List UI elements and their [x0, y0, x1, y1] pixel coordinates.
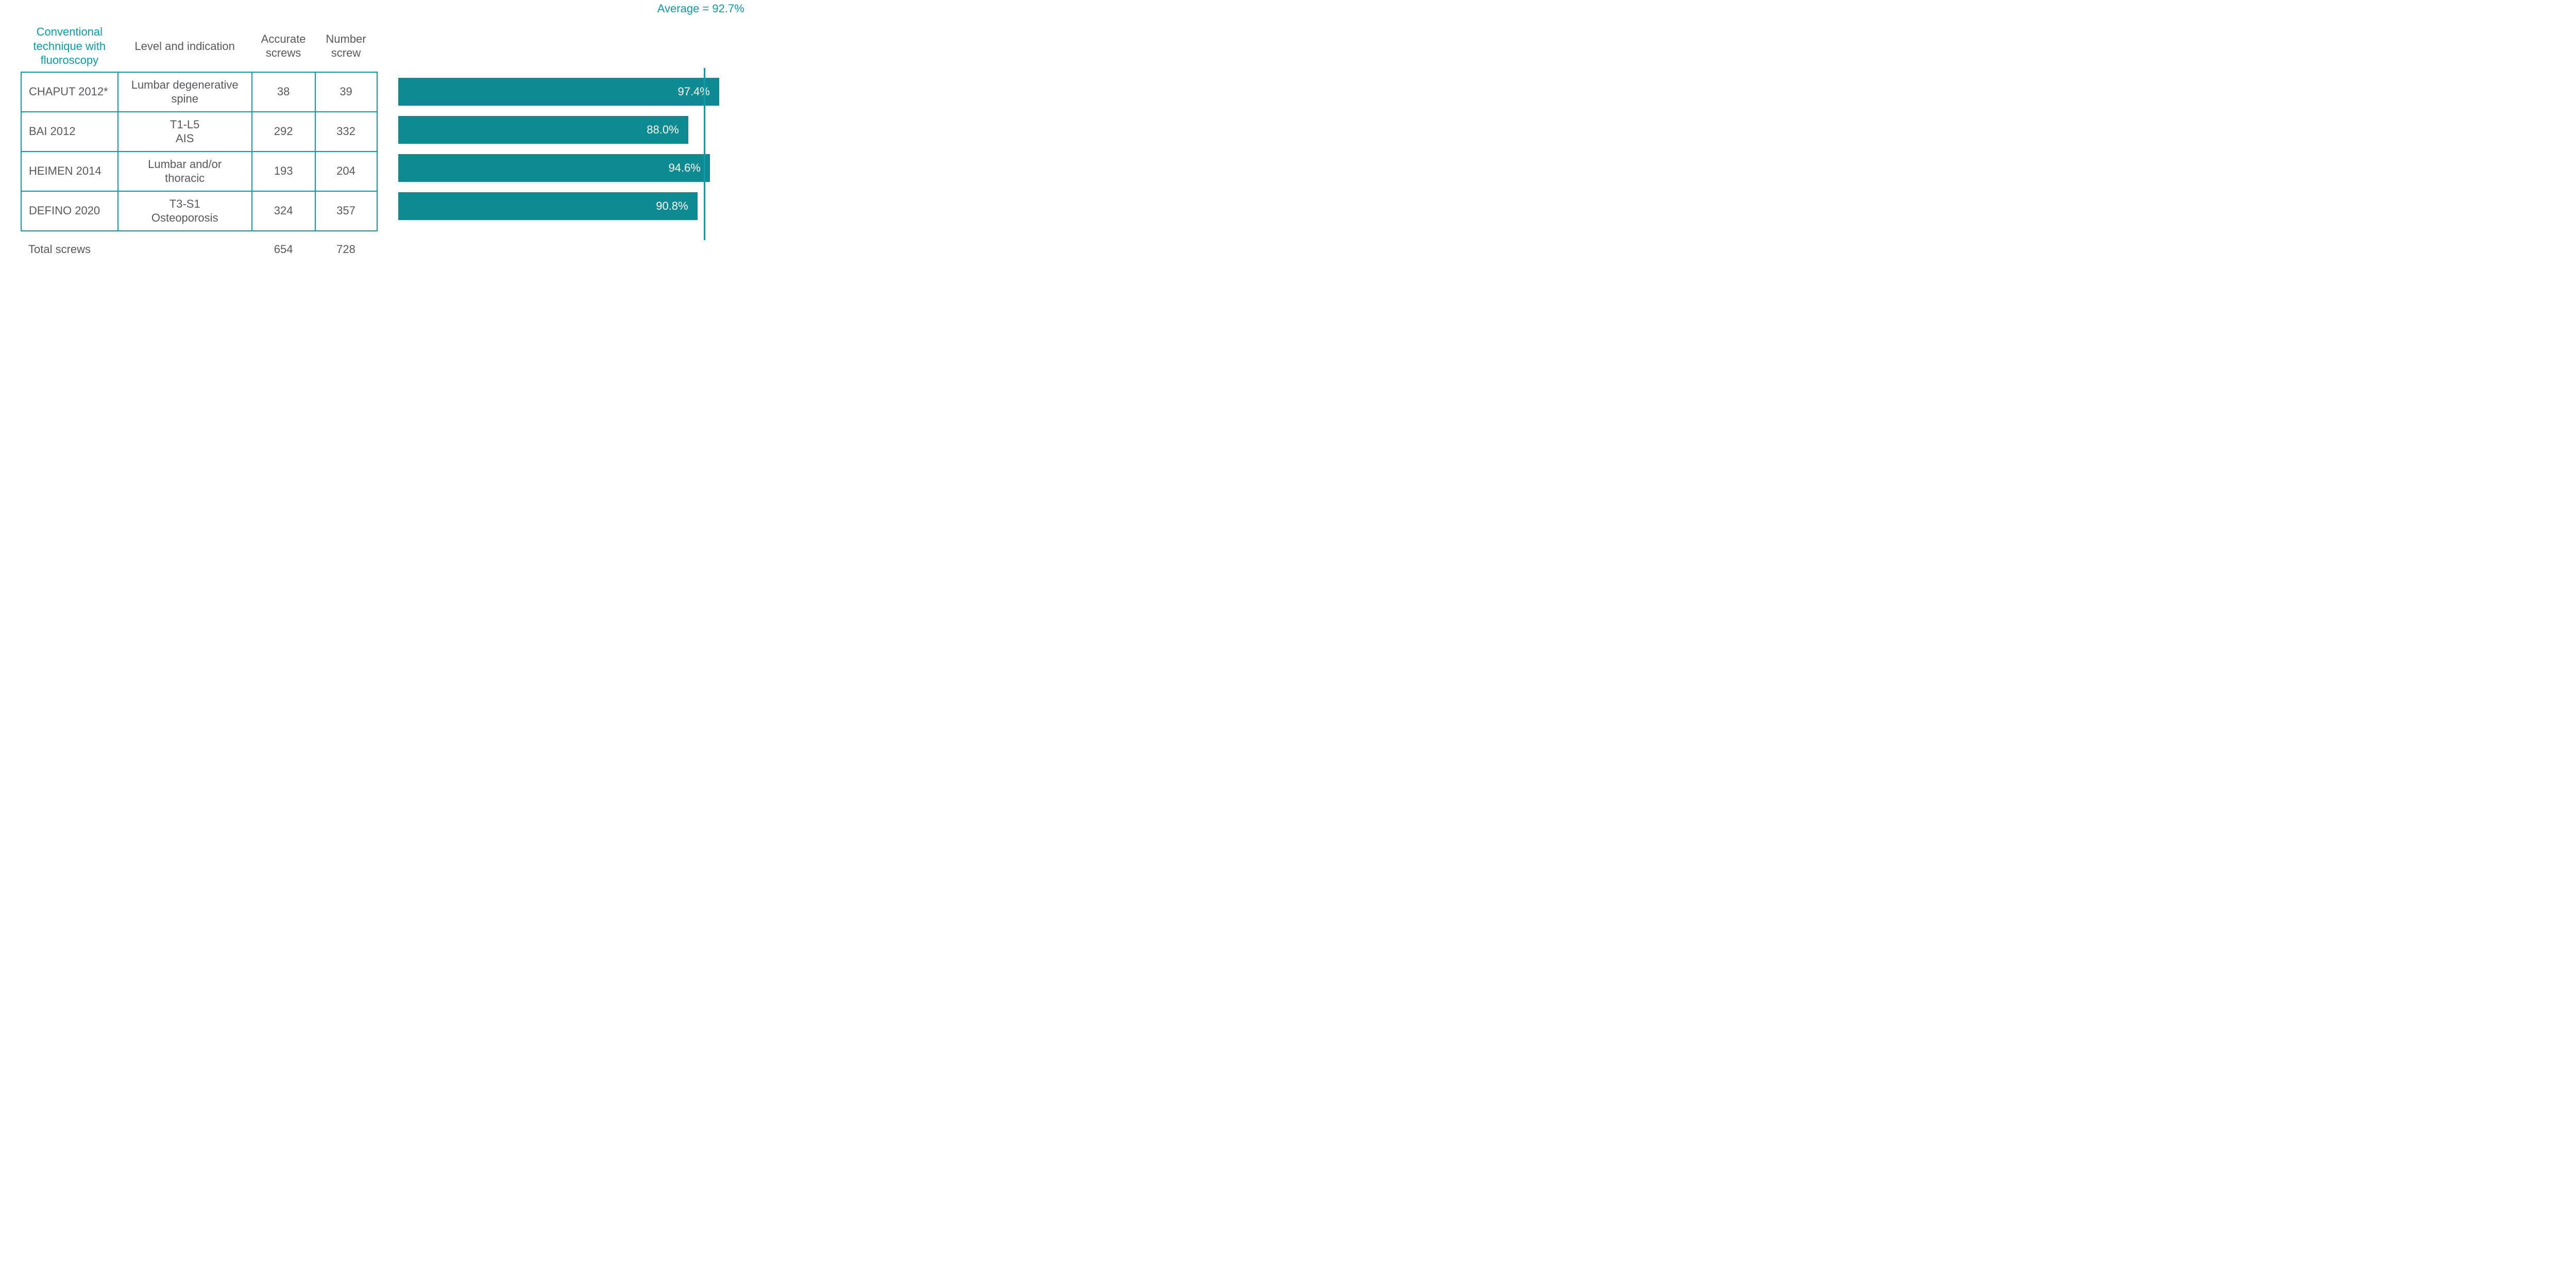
average-line [704, 68, 705, 240]
header-technique-l1: Conventional [37, 25, 103, 38]
header-number: Number screw [315, 21, 377, 72]
cell-study: CHAPUT 2012* [21, 72, 118, 112]
cell-number: 39 [315, 72, 377, 112]
total-spacer [118, 231, 252, 268]
header-number-l2: screw [331, 46, 361, 59]
bar-row: 90.8% [398, 188, 728, 225]
cell-indication: T1-L5AIS [118, 112, 252, 152]
header-technique-l2: technique with [33, 40, 106, 53]
cell-study: DEFINO 2020 [21, 191, 118, 231]
bar: 90.8% [398, 192, 698, 220]
table-row: BAI 2012T1-L5AIS292332 [21, 112, 377, 152]
cell-accurate: 38 [252, 72, 315, 112]
bar: 88.0% [398, 116, 688, 144]
table-row: HEIMEN 2014Lumbar and/or thoracic193204 [21, 152, 377, 191]
data-table: Conventional technique with fluoroscopy … [21, 21, 378, 268]
cell-study: HEIMEN 2014 [21, 152, 118, 191]
cell-number: 332 [315, 112, 377, 152]
cell-number: 357 [315, 191, 377, 231]
cell-study: BAI 2012 [21, 112, 118, 152]
cell-accurate: 292 [252, 112, 315, 152]
table-row: DEFINO 2020T3-S1Osteoporosis324357 [21, 191, 377, 231]
header-accurate-l2: screws [266, 46, 301, 59]
bar: 97.4% [398, 78, 719, 106]
header-accurate: Accurate screws [252, 21, 315, 72]
bar: 94.6% [398, 154, 710, 182]
header-number-l1: Number [326, 32, 366, 45]
table-total-row: Total screws 654728 [21, 231, 377, 268]
table-row: CHAPUT 2012*Lumbar degenerativespine3839 [21, 72, 377, 112]
cell-indication: T3-S1Osteoporosis [118, 191, 252, 231]
header-technique-l3: fluoroscopy [41, 54, 99, 66]
cell-number: 204 [315, 152, 377, 191]
bars-area: 97.4% 88.0% 94.6% 90.8% [398, 73, 728, 225]
bar-row: 88.0% [398, 111, 728, 148]
figure-container: Conventional technique with fluoroscopy … [21, 21, 2555, 268]
bar-chart: Average = 92.7% 97.4%88.0%94.6%90.8% [398, 21, 2556, 226]
total-number: 728 [315, 231, 377, 268]
total-label: Total screws [21, 231, 118, 268]
average-label: Average = 92.7% [657, 2, 744, 15]
header-accurate-l1: Accurate [261, 32, 306, 45]
cell-indication: Lumbar degenerativespine [118, 72, 252, 112]
cell-accurate: 324 [252, 191, 315, 231]
total-accurate: 654 [252, 231, 315, 268]
cell-accurate: 193 [252, 152, 315, 191]
table-body: CHAPUT 2012*Lumbar degenerativespine3839… [21, 72, 377, 268]
header-technique: Conventional technique with fluoroscopy [21, 21, 118, 72]
header-indication: Level and indication [118, 21, 252, 72]
cell-indication: Lumbar and/or thoracic [118, 152, 252, 191]
bar-row: 94.6% [398, 149, 728, 187]
bar-row: 97.4% [398, 73, 728, 110]
table-header-row: Conventional technique with fluoroscopy … [21, 21, 377, 72]
data-table-wrap: Conventional technique with fluoroscopy … [21, 21, 378, 268]
